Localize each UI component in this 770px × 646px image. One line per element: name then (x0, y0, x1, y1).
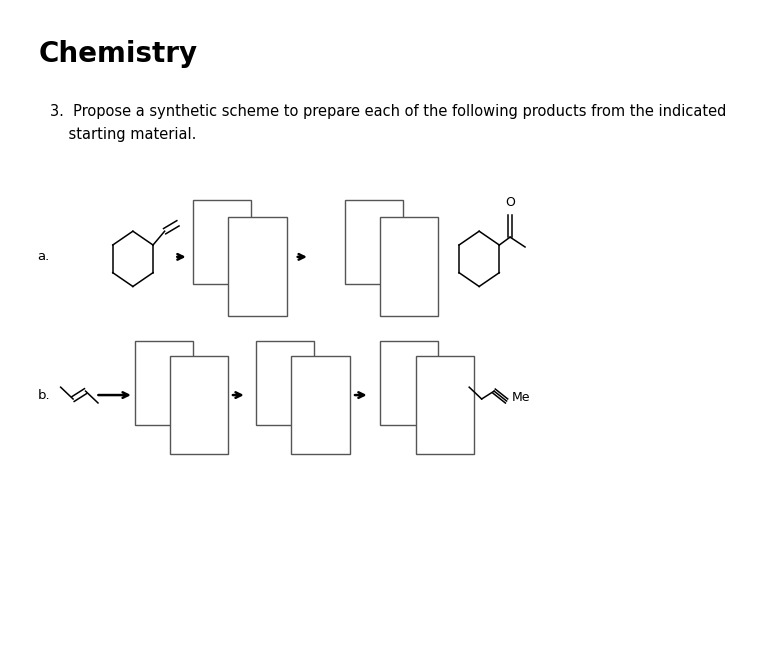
Bar (292, 356, 350, 455)
Bar (170, 355, 229, 454)
Bar (135, 342, 193, 426)
Bar (229, 218, 287, 317)
Bar (193, 200, 251, 284)
Text: a.: a. (38, 251, 49, 264)
Text: Chemistry: Chemistry (39, 39, 198, 68)
Bar (380, 342, 439, 426)
Bar (345, 200, 403, 284)
Text: Me: Me (511, 391, 530, 404)
Text: starting material.: starting material. (50, 127, 196, 141)
Bar (135, 341, 192, 425)
Text: O: O (505, 196, 515, 209)
Bar (229, 218, 286, 316)
Text: 3.  Propose a synthetic scheme to prepare each of the following products from th: 3. Propose a synthetic scheme to prepare… (50, 104, 726, 119)
Bar (380, 341, 438, 425)
Bar (171, 356, 229, 455)
Bar (380, 218, 438, 316)
Bar (416, 355, 474, 454)
Bar (380, 218, 439, 317)
Bar (256, 341, 314, 425)
Text: b.: b. (38, 388, 50, 402)
Bar (192, 200, 251, 284)
Bar (292, 355, 350, 454)
Bar (256, 342, 314, 426)
Bar (417, 356, 474, 455)
Bar (345, 200, 403, 284)
